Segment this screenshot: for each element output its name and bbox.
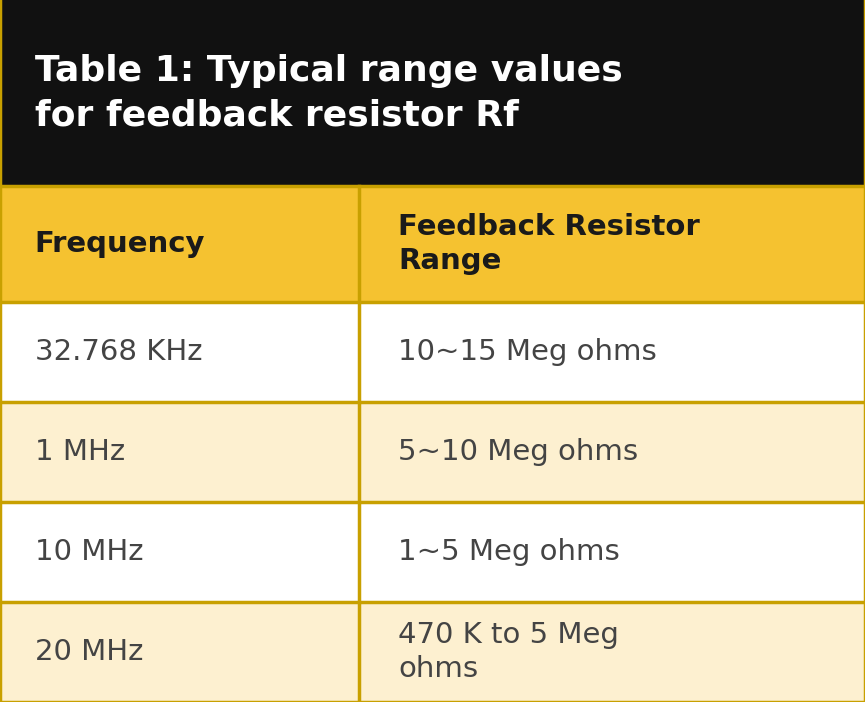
Text: Table 1: Typical range values
for feedback resistor Rf: Table 1: Typical range values for feedba… [35,53,622,133]
Text: 470 K to 5 Meg
ohms: 470 K to 5 Meg ohms [398,621,618,683]
Bar [359,602,865,702]
Bar [359,402,865,502]
Text: Frequency: Frequency [35,230,205,258]
Text: 5~10 Meg ohms: 5~10 Meg ohms [398,438,638,466]
Text: 10 MHz: 10 MHz [35,538,143,566]
Bar [0,602,359,702]
Bar [0,186,359,302]
Bar [359,302,865,402]
Text: 1 MHz: 1 MHz [35,438,125,466]
Bar [0,302,359,402]
Bar [0,402,359,502]
Text: 10~15 Meg ohms: 10~15 Meg ohms [398,338,657,366]
Bar [359,502,865,602]
Text: 20 MHz: 20 MHz [35,638,143,666]
Bar [0,502,359,602]
Text: 1~5 Meg ohms: 1~5 Meg ohms [398,538,619,566]
Text: Feedback Resistor
Range: Feedback Resistor Range [398,213,700,275]
Text: 32.768 KHz: 32.768 KHz [35,338,202,366]
Bar [0,0,865,186]
Bar [359,186,865,302]
